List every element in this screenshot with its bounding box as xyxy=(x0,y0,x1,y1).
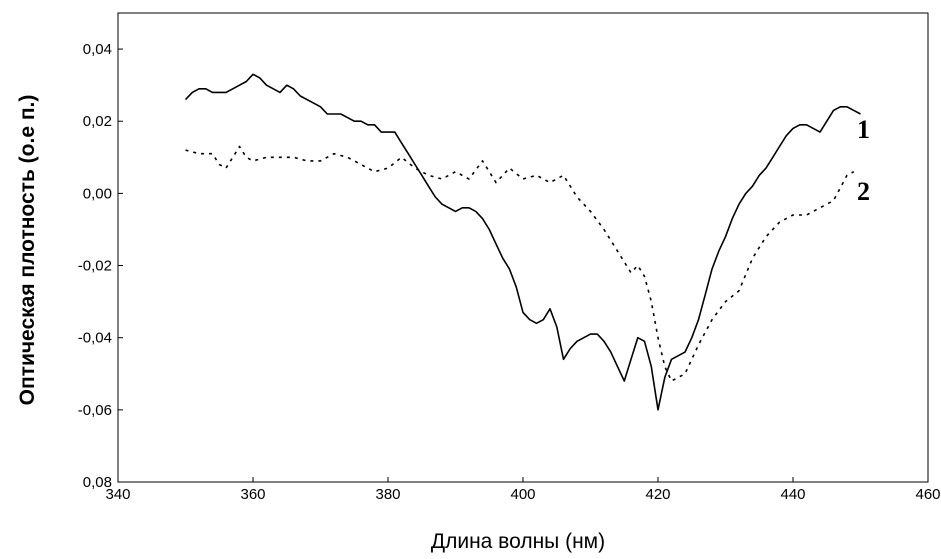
y-axis-title: Оптическая плотность (о.е п.) xyxy=(16,95,39,406)
x-tick-label: 460 xyxy=(915,486,940,503)
y-tick-label: 0,00 xyxy=(83,185,112,202)
series-1-line xyxy=(184,73,861,411)
x-axis-ticks: 340 360 380 400 420 440 460 xyxy=(105,477,941,503)
y-tick-label: 0,04 xyxy=(83,41,112,58)
y-tick-label: -0,04 xyxy=(78,330,112,347)
series-1-label: 1 xyxy=(857,115,870,144)
series-2-label: 2 xyxy=(857,177,870,206)
series-layer xyxy=(184,73,861,411)
series-2-line xyxy=(185,145,855,382)
x-tick-label: 420 xyxy=(645,486,670,503)
x-axis-title: Длина волны (нм) xyxy=(431,530,605,553)
x-tick-label: 360 xyxy=(240,486,265,503)
x-tick-label: 380 xyxy=(375,486,400,503)
y-tick-label: 0,08 xyxy=(83,474,112,491)
y-tick-label: 0,02 xyxy=(83,113,112,130)
x-tick-label: 340 xyxy=(105,486,130,503)
y-axis-ticks: 0,04 0,02 0,00 -0,02 -0,04 -0,06 0,08 xyxy=(78,41,123,491)
x-tick-label: 440 xyxy=(780,486,805,503)
plot-frame xyxy=(117,12,929,483)
x-tick-label: 400 xyxy=(510,486,535,503)
y-tick-label: -0,02 xyxy=(78,258,112,275)
y-tick-label: -0,06 xyxy=(78,402,112,419)
